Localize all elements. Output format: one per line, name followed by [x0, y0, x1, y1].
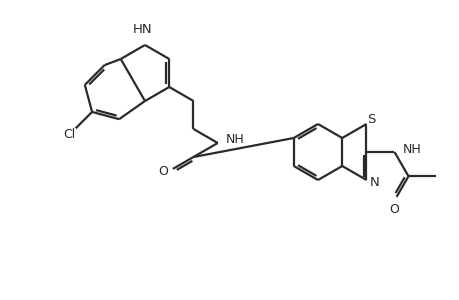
Text: O: O: [158, 165, 168, 178]
Text: NH: NH: [402, 142, 420, 155]
Text: S: S: [366, 112, 375, 125]
Text: N: N: [369, 176, 379, 188]
Text: NH: NH: [225, 133, 244, 146]
Text: HN: HN: [133, 23, 152, 36]
Text: O: O: [389, 203, 399, 216]
Text: Cl: Cl: [63, 128, 75, 141]
